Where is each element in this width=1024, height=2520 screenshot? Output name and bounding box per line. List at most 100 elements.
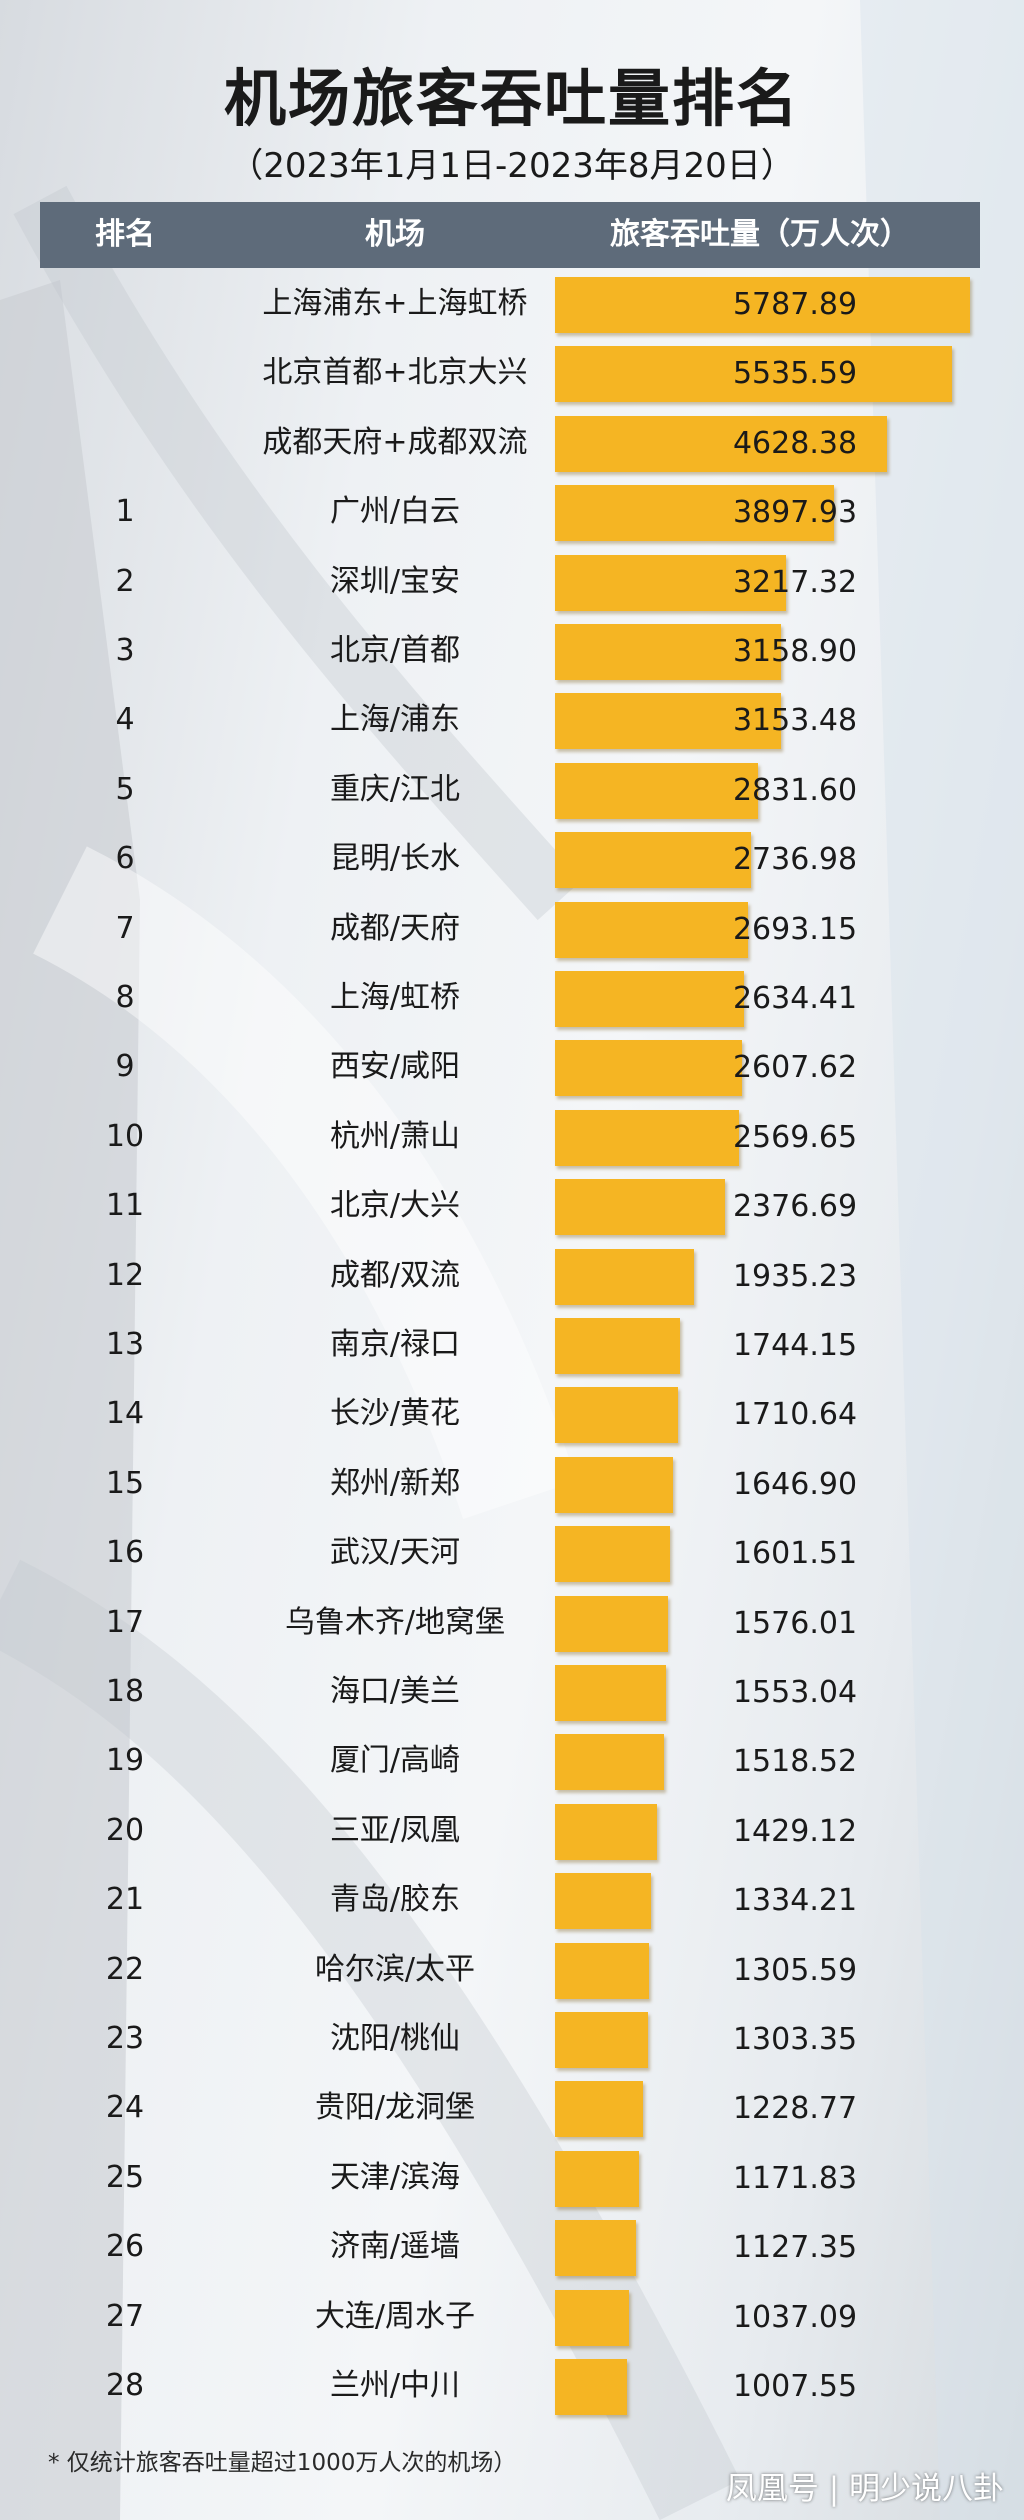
rank-cell: 23 <box>105 2021 145 2056</box>
volume-bar <box>555 762 759 819</box>
airport-name: 昆明/长水 <box>329 841 461 877</box>
volume-bar <box>555 2220 636 2277</box>
airport-name: 郑州/新郑 <box>329 1465 461 1501</box>
rank-cell: 2 <box>115 563 135 599</box>
airport-name: 杭州/萧山 <box>329 1118 461 1154</box>
table-row: 4 上海/浦东 3153.48 <box>40 688 980 757</box>
table-row: 上海浦东+上海虹桥 5787.89 <box>40 272 980 341</box>
airport-name: 长沙/黄花 <box>329 1396 461 1432</box>
table-row: 17 乌鲁木齐/地窝堡 1576.01 <box>40 1591 980 1660</box>
airport-name: 南京/禄口 <box>329 1327 461 1362</box>
rank-cell: 9 <box>115 1049 135 1085</box>
volume-value: 1305.59 <box>732 1952 858 1988</box>
table-row: 1 广州/白云 3897.93 <box>40 480 980 549</box>
volume-bar <box>555 1109 740 1166</box>
airport-name: 三亚/凤凰 <box>329 1812 461 1848</box>
volume-bar <box>555 346 952 403</box>
table-row: 16 武汉/天河 1601.51 <box>40 1521 980 1590</box>
volume-value: 1518.52 <box>732 1744 858 1780</box>
volume-bar <box>555 1665 667 1721</box>
table-row: 27 大连/周水子 1037.09 <box>40 2285 980 2354</box>
volume-value: 5787.89 <box>732 287 858 322</box>
volume-value: 1429.12 <box>732 1813 858 1849</box>
table-row: 13 南京/禄口 1744.15 <box>40 1313 980 1382</box>
header-rank: 排名 <box>95 217 155 252</box>
volume-bar <box>555 485 835 542</box>
volume-value: 1710.64 <box>732 1397 858 1433</box>
airport-name: 哈尔滨/太平 <box>314 1951 476 1987</box>
airport-name: 大连/周水子 <box>314 2298 476 2334</box>
table-row: 21 青岛/胶东 1334.21 <box>40 1868 980 1937</box>
volume-value: 1303.35 <box>732 2022 858 2057</box>
volume-value: 3217.32 <box>732 564 858 600</box>
volume-bar <box>555 1040 742 1097</box>
table-header: 排名 机场 旅客吞吐量（万人次） <box>40 202 980 268</box>
rank-cell: 12 <box>105 1257 145 1293</box>
airport-name: 兰州/中川 <box>329 2368 461 2403</box>
volume-value: 2736.98 <box>732 842 858 878</box>
volume-value: 3158.90 <box>732 634 858 669</box>
table-row: 7 成都/天府 2693.15 <box>40 897 980 966</box>
airport-name: 北京/大兴 <box>329 1188 461 1224</box>
table-row: 24 贵阳/龙洞堡 1228.77 <box>40 2076 980 2145</box>
volume-value: 1037.09 <box>732 2299 858 2335</box>
volume-value: 1576.01 <box>732 1605 858 1641</box>
volume-value: 1334.21 <box>732 1883 858 1919</box>
volume-value: 2693.15 <box>732 911 858 947</box>
volume-value: 2376.69 <box>732 1189 858 1225</box>
volume-bar <box>555 277 970 333</box>
rank-cell: 21 <box>105 1882 145 1918</box>
table-row: 25 天津/滨海 1171.83 <box>40 2146 980 2215</box>
volume-bar <box>555 1942 649 1999</box>
volume-bar <box>555 1526 670 1583</box>
airport-name: 上海/虹桥 <box>329 980 461 1015</box>
airport-name: 海口/美兰 <box>329 1674 461 1709</box>
volume-bar <box>555 2289 630 2346</box>
airport-name: 乌鲁木齐/地窝堡 <box>284 1604 506 1640</box>
airport-name: 广州/白云 <box>329 494 461 530</box>
volume-value: 1228.77 <box>732 2091 858 2127</box>
table-row: 18 海口/美兰 1553.04 <box>40 1660 980 1729</box>
rank-cell: 1 <box>115 494 135 530</box>
rank-cell: 17 <box>105 1604 145 1640</box>
table-row: 8 上海/虹桥 2634.41 <box>40 966 980 1035</box>
airport-name: 沈阳/桃仙 <box>329 2021 461 2056</box>
volume-bar <box>555 1873 651 1930</box>
volume-bar <box>555 1318 681 1374</box>
volume-bar <box>555 2150 640 2207</box>
header-volume: 旅客吞吐量（万人次） <box>610 217 910 252</box>
header-airport: 机场 <box>365 217 425 252</box>
page-title: 机场旅客吞吐量排名 <box>223 62 800 135</box>
volume-bar <box>555 693 782 750</box>
airport-name: 贵阳/龙洞堡 <box>314 2090 476 2126</box>
volume-bar <box>555 901 749 958</box>
rank-cell: 19 <box>105 1743 145 1779</box>
rank-cell: 26 <box>105 2229 145 2265</box>
rank-cell: 25 <box>105 2159 145 2195</box>
airport-name: 武汉/天河 <box>329 1535 461 1571</box>
volume-value: 1171.83 <box>732 2160 858 2196</box>
rank-cell: 14 <box>105 1396 145 1432</box>
rank-cell: 8 <box>115 980 135 1015</box>
rank-cell: 6 <box>115 841 135 877</box>
table-row: 26 济南/遥墙 1127.35 <box>40 2215 980 2284</box>
volume-bar <box>555 1248 694 1305</box>
volume-value: 5535.59 <box>732 356 858 392</box>
footnote: * 仅统计旅客吞吐量超过1000万人次的机场） <box>48 2450 517 2476</box>
table-row: 28 兰州/中川 1007.55 <box>40 2354 980 2423</box>
volume-bar <box>555 2081 644 2138</box>
volume-bar <box>555 971 744 1027</box>
rank-cell: 28 <box>105 2368 145 2403</box>
volume-bar <box>555 415 887 472</box>
volume-bar <box>555 1456 674 1513</box>
table-row: 23 沈阳/桃仙 1303.35 <box>40 2007 980 2076</box>
volume-bar <box>555 1734 664 1791</box>
airport-name: 深圳/宝安 <box>329 563 461 599</box>
volume-bar <box>555 2012 649 2068</box>
watermark: 凤凰号 | 明少说八卦 <box>725 2471 1004 2507</box>
airport-name: 重庆/江北 <box>329 771 461 807</box>
volume-value: 1601.51 <box>732 1536 858 1572</box>
rank-cell: 13 <box>105 1327 145 1362</box>
volume-value: 2569.65 <box>732 1119 858 1155</box>
volume-value: 1553.04 <box>732 1675 858 1710</box>
